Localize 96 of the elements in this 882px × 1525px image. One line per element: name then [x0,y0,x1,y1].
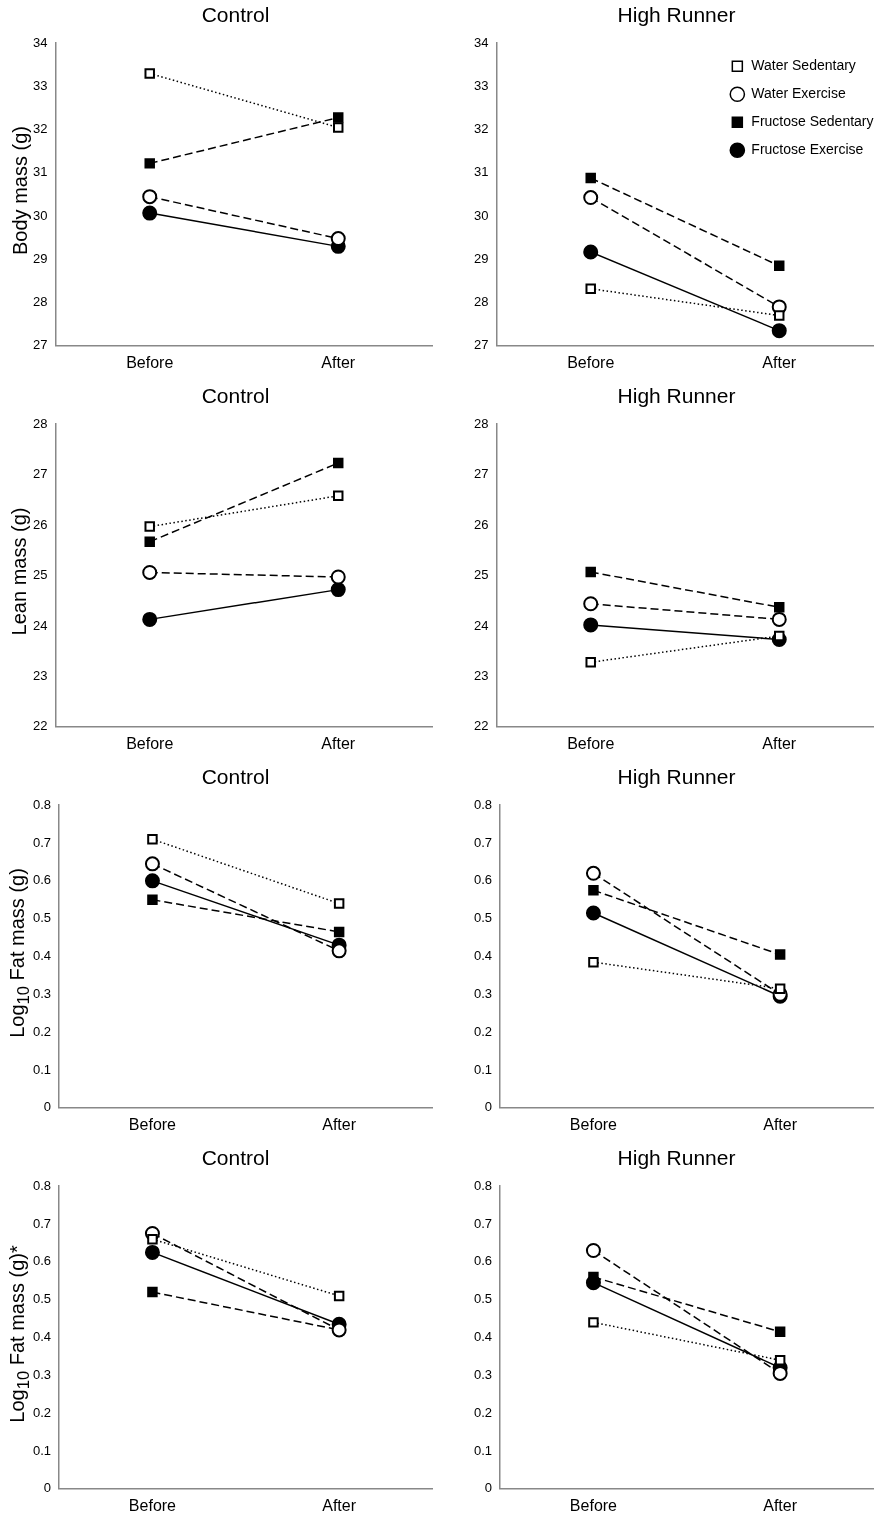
y-tick-label: 0.2 [32,1023,52,1039]
y-tick-label: 0.4 [32,948,52,964]
x-tick-label: After [762,734,797,752]
y-tick-label: 0.2 [473,1023,493,1039]
y-tick-label: 0.3 [473,1366,493,1382]
y-tick-label: 0 [43,1480,52,1496]
x-tick-label: Before [567,734,615,752]
x-tick-label: After [763,1496,798,1514]
chart-title: Control [201,384,270,408]
chart-title: High Runner [617,765,736,789]
y-tick-label: 0.1 [32,1061,52,1077]
x-tick-label: After [763,1115,798,1133]
y-tick-label: 31 [32,164,48,180]
chart-title: Control [201,765,270,789]
x-tick-label: Before [126,353,174,371]
y-tick-label: 0 [43,1099,52,1115]
y-tick-label: 0.8 [473,796,493,812]
chart-title: Control [201,1146,270,1170]
x-tick-label: Before [569,1115,618,1133]
y-tick-label: 27 [32,337,48,353]
x-tick-label: After [321,353,356,371]
x-tick-label: Before [569,1496,618,1514]
y-tick-label: 24 [473,617,489,633]
y-tick-label: 0.5 [32,1291,52,1307]
y-tick-label: 27 [473,337,489,353]
y-tick-label: 0.8 [473,1177,493,1193]
y-tick-label: 0.7 [473,834,493,850]
y-tick-label: 0.1 [473,1061,493,1077]
y-tick-label: 34 [473,34,489,50]
y-tick-label: 0.1 [473,1442,493,1458]
legend-label: Water Exercise [751,85,846,102]
y-tick-label: 32 [473,121,489,137]
y-tick-label: 34 [32,34,48,50]
x-tick-label: After [322,1115,357,1133]
y-tick-label: 0.5 [473,910,493,926]
y-tick-label: 0.4 [32,1329,52,1345]
legend-label: Water Sedentary [751,57,856,74]
y-tick-label: 22 [32,718,48,734]
y-tick-label: 0.5 [473,1291,493,1307]
y-tick-label: 27 [32,466,48,482]
y-tick-label: 0.1 [32,1442,52,1458]
y-tick-label: 26 [32,516,48,532]
y-tick-label: 28 [473,415,489,431]
y-tick-label: 27 [473,466,489,482]
y-tick-label: 33 [473,78,489,94]
y-tick-label: 0.7 [473,1215,493,1231]
y-tick-label: 28 [32,294,48,310]
y-tick-label: 24 [32,617,48,633]
x-tick-label: After [322,1496,357,1514]
y-tick-label: 25 [473,567,489,583]
y-tick-label: 0.8 [32,1177,52,1193]
x-tick-label: Before [128,1496,177,1514]
y-tick-label: 29 [473,250,489,266]
chart-title: High Runner [617,1146,736,1170]
y-tick-label: 0.8 [32,796,52,812]
y-tick-label: 0.2 [32,1404,52,1420]
y-tick-label: 0.6 [32,1253,52,1269]
y-tick-label: 30 [32,207,48,223]
x-tick-label: Before [126,734,174,752]
y-tick-label: 0.3 [32,985,52,1001]
y-tick-label: 0.4 [473,948,493,964]
legend-label: Fructose Sedentary [751,113,874,130]
y-tick-label: 0.3 [473,985,493,1001]
x-tick-label: After [762,353,797,371]
y-tick-label: 0.6 [473,1253,493,1269]
x-tick-label: After [321,734,356,752]
y-tick-label: 22 [473,718,489,734]
y-tick-label: 0.6 [473,872,493,888]
y-tick-label: 30 [473,207,489,223]
y-tick-label: 0 [484,1480,493,1496]
y-tick-label: 0.3 [32,1366,52,1382]
y-tick-label: 32 [32,121,48,137]
y-axis-title: Body mass (g) [8,126,32,255]
y-tick-label: 0.7 [32,834,52,850]
y-tick-label: 0.6 [32,872,52,888]
x-tick-label: Before [567,353,615,371]
y-tick-label: 33 [32,78,48,94]
y-tick-label: 23 [473,667,489,683]
chart-title: Control [201,3,270,27]
chart-title: High Runner [617,3,736,27]
y-tick-label: 23 [32,667,48,683]
chart-title: High Runner [617,384,736,408]
y-tick-label: 25 [32,567,48,583]
y-tick-label: 28 [32,415,48,431]
legend-label: Fructose Exercise [751,141,864,158]
x-tick-label: Before [128,1115,177,1133]
y-tick-label: 31 [473,164,489,180]
y-tick-label: 26 [473,516,489,532]
y-tick-label: 0.7 [32,1215,52,1231]
y-tick-label: 0.2 [473,1404,493,1420]
y-tick-label: 29 [32,250,48,266]
y-axis-title: Lean mass (g) [8,507,32,636]
y-tick-label: 0.4 [473,1329,493,1345]
y-tick-label: 28 [473,294,489,310]
y-tick-label: 0 [484,1099,493,1115]
y-tick-label: 0.5 [32,910,52,926]
